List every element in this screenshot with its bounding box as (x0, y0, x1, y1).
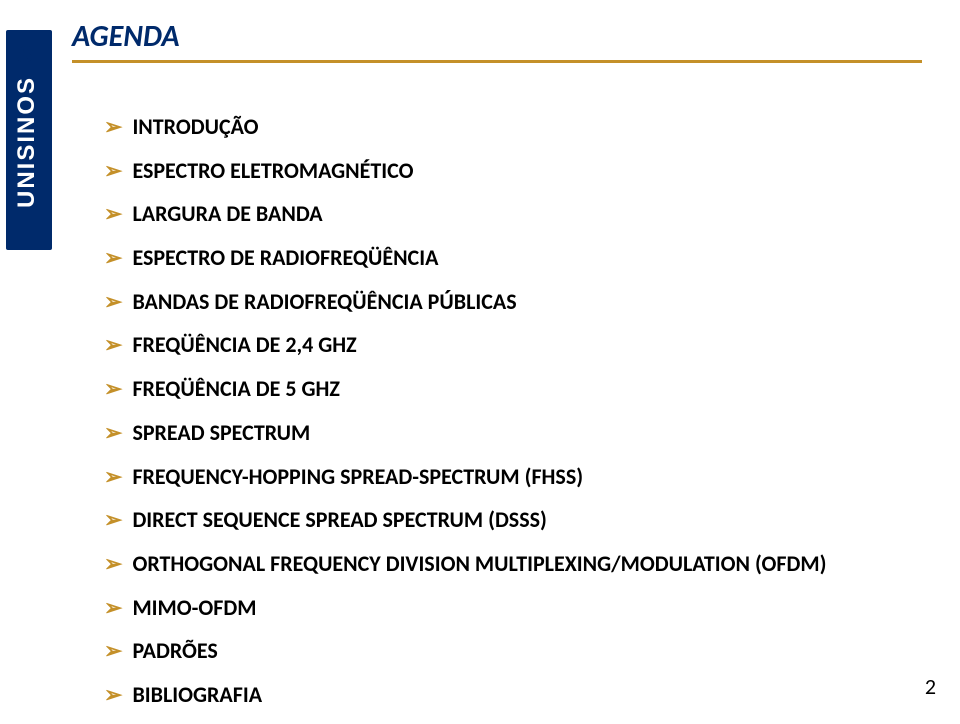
title-underline (72, 60, 922, 63)
list-item-label: FREQÜÊNCIA DE 5 GHZ (132, 374, 339, 404)
list-item: ➢ FREQÜÊNCIA DE 2,4 GHZ (104, 330, 924, 360)
list-item-label: FREQUENCY-HOPPING SPREAD-SPECTRUM (FHSS) (132, 462, 583, 492)
agenda-list: ➢ INTRODUÇÃO ➢ ESPECTRO ELETROMAGNÉTICO ➢ LAR… (104, 112, 924, 724)
list-item-label: MIMO-OFDM (132, 593, 256, 623)
bullet-arrow-icon: ➢ (104, 549, 122, 579)
list-item-label: ESPECTRO ELETROMAGNÉTICO (132, 156, 413, 186)
list-item: ➢ PADRÕES (104, 636, 924, 666)
list-item: ➢ INTRODUÇÃO (104, 112, 924, 142)
bullet-arrow-icon: ➢ (104, 505, 122, 535)
bullet-arrow-icon: ➢ (104, 462, 122, 492)
list-item: ➢ FREQÜÊNCIA DE 5 GHZ (104, 374, 924, 404)
bullet-arrow-icon: ➢ (104, 593, 122, 623)
bullet-arrow-icon: ➢ (104, 199, 122, 229)
bullet-arrow-icon: ➢ (104, 330, 122, 360)
list-item-label: ESPECTRO DE RADIOFREQÜÊNCIA (132, 243, 438, 273)
page-title: AGENDA (72, 18, 180, 55)
list-item: ➢ LARGURA DE BANDA (104, 199, 924, 229)
logo-badge: s UNISINOS (6, 30, 52, 250)
list-item: ➢ MIMO-OFDM (104, 593, 924, 623)
list-item-label: SPREAD SPECTRUM (132, 418, 310, 448)
list-item-label: LARGURA DE BANDA (132, 199, 322, 229)
list-item: ➢ SPREAD SPECTRUM (104, 418, 924, 448)
bullet-arrow-icon: ➢ (104, 112, 122, 142)
sidebar: s UNISINOS (0, 0, 58, 716)
list-item: ➢ ESPECTRO ELETROMAGNÉTICO (104, 156, 924, 186)
bullet-arrow-icon: ➢ (104, 374, 122, 404)
list-item: ➢ BIBLIOGRAFIA (104, 680, 924, 710)
bullet-arrow-icon: ➢ (104, 680, 122, 710)
bullet-arrow-icon: ➢ (104, 287, 122, 317)
list-item-label: DIRECT SEQUENCE SPREAD SPECTRUM (DSSS) (132, 505, 546, 535)
bullet-arrow-icon: ➢ (104, 636, 122, 666)
list-item: ➢ DIRECT SEQUENCE SPREAD SPECTRUM (DSSS) (104, 505, 924, 535)
logo-text: UNISINOS (13, 72, 41, 212)
list-item: ➢ ORTHOGONAL FREQUENCY DIVISION MULTIPLEX… (104, 549, 924, 579)
logo-s-icon: s (17, 36, 34, 70)
list-item-label: ORTHOGONAL FREQUENCY DIVISION MULTIPLEXI… (132, 549, 826, 579)
bullet-arrow-icon: ➢ (104, 243, 122, 273)
bullet-arrow-icon: ➢ (104, 418, 122, 448)
page-number: 2 (925, 673, 936, 700)
list-item-label: FREQÜÊNCIA DE 2,4 GHZ (132, 330, 356, 360)
list-item-label: BANDAS DE RADIOFREQÜÊNCIA PÚBLICAS (132, 287, 516, 317)
list-item-label: INTRODUÇÃO (132, 112, 258, 142)
list-item-label: PADRÕES (132, 636, 217, 666)
list-item: ➢ BANDAS DE RADIOFREQÜÊNCIA PÚBLICAS (104, 287, 924, 317)
list-item-label: BIBLIOGRAFIA (132, 680, 262, 710)
bullet-arrow-icon: ➢ (104, 156, 122, 186)
list-item: ➢ FREQUENCY-HOPPING SPREAD-SPECTRUM (FHSS… (104, 462, 924, 492)
list-item: ➢ ESPECTRO DE RADIOFREQÜÊNCIA (104, 243, 924, 273)
